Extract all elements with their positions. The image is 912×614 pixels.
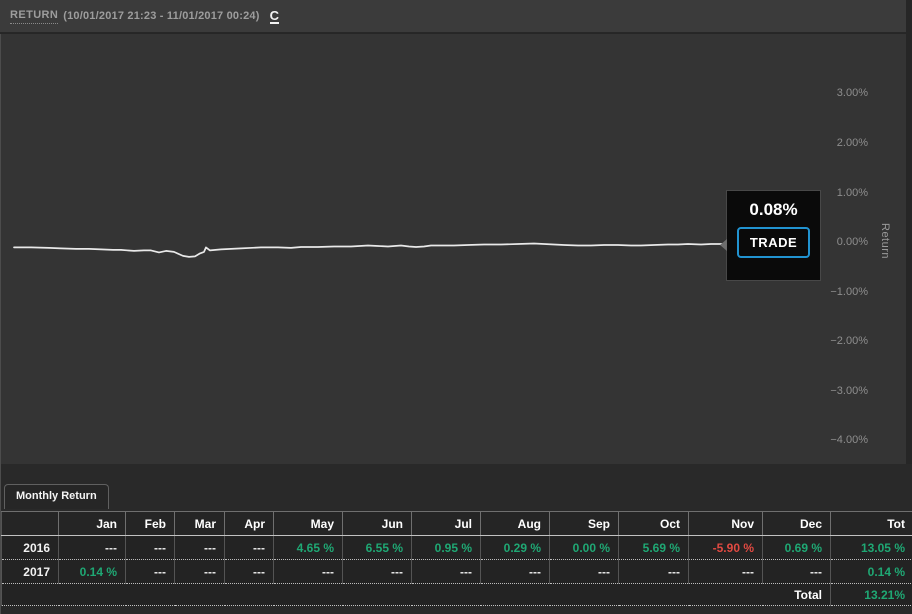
y-axis-tick: −3.00% bbox=[830, 384, 868, 397]
column-header: Dec bbox=[762, 511, 831, 536]
y-axis-tick: −1.00% bbox=[830, 285, 868, 298]
table-row: 2017 0.14 % --- --- --- --- --- --- --- --- --- ---… bbox=[1, 559, 912, 584]
return-cell: 6.55 % bbox=[342, 535, 412, 560]
return-cell: --- bbox=[273, 559, 343, 584]
return-cell: --- bbox=[411, 559, 481, 584]
return-cell: --- bbox=[342, 559, 412, 584]
y-axis-title: Return bbox=[879, 223, 891, 260]
return-cell: 0.69 % bbox=[762, 535, 831, 560]
y-axis-tick: 1.00% bbox=[836, 186, 868, 199]
tooltip-arrow-icon bbox=[720, 239, 727, 251]
return-line-chart bbox=[13, 242, 724, 258]
titlebar: RETURN (10/01/2017 21:23 - 11/01/2017 00… bbox=[0, 0, 906, 33]
return-cell: --- bbox=[762, 559, 831, 584]
column-header: Jun bbox=[342, 511, 412, 536]
return-cell: 0.29 % bbox=[480, 535, 550, 560]
total-label: Total bbox=[1, 583, 831, 606]
row-year: 2017 bbox=[1, 559, 59, 584]
return-cell: --- bbox=[125, 535, 175, 560]
column-header: Nov bbox=[688, 511, 763, 536]
return-cell: 4.65 % bbox=[273, 535, 343, 560]
column-header: Apr bbox=[224, 511, 274, 536]
refresh-icon[interactable]: C bbox=[269, 7, 280, 24]
column-header: Aug bbox=[480, 511, 550, 536]
return-cell: --- bbox=[174, 559, 225, 584]
column-header: May bbox=[273, 511, 343, 536]
return-cell: --- bbox=[688, 559, 763, 584]
y-axis-tick: 2.00% bbox=[836, 136, 868, 149]
return-cell: 0.14 % bbox=[830, 559, 912, 584]
y-axis-tick: 3.00% bbox=[836, 87, 868, 100]
return-cell: 13.05 % bbox=[830, 535, 912, 560]
column-header: Feb bbox=[125, 511, 175, 536]
return-cell: --- bbox=[174, 535, 225, 560]
y-axis-tick: −4.00% bbox=[830, 434, 868, 447]
trade-tooltip: 0.08% TRADE bbox=[720, 190, 821, 281]
return-cell: -5.90 % bbox=[688, 535, 763, 560]
y-axis-tick: 0.00% bbox=[836, 236, 868, 249]
return-cell: --- bbox=[224, 559, 274, 584]
return-cell: 5.69 % bbox=[618, 535, 689, 560]
return-cell: --- bbox=[549, 559, 619, 584]
tab-monthly-return[interactable]: Monthly Return bbox=[4, 484, 109, 509]
return-line bbox=[13, 242, 724, 258]
date-range: (10/01/2017 21:23 - 11/01/2017 00:24) bbox=[63, 10, 260, 22]
return-cell: --- bbox=[618, 559, 689, 584]
bottom-panel: Monthly Return Jan Feb Mar Apr May Jun Jul Aug S… bbox=[0, 464, 912, 614]
table-body: 2016 --- --- --- --- 4.65 % 6.55 % 0.95 % 0.29 %… bbox=[1, 535, 912, 584]
column-header: Jul bbox=[411, 511, 481, 536]
row-year: 2016 bbox=[1, 535, 59, 560]
table-header-row: Jan Feb Mar Apr May Jun Jul Aug Sep Oct Nov Dec Tot bbox=[1, 511, 912, 536]
return-cell: --- bbox=[125, 559, 175, 584]
column-header: Mar bbox=[174, 511, 225, 536]
panel-title: RETURN bbox=[10, 9, 59, 24]
return-cell: --- bbox=[480, 559, 550, 584]
trade-button[interactable]: TRADE bbox=[737, 227, 810, 258]
table-row: 2016 --- --- --- --- 4.65 % 6.55 % 0.95 % 0.29 %… bbox=[1, 535, 912, 560]
return-cell: 0.95 % bbox=[411, 535, 481, 560]
tooltip-return-value: 0.08% bbox=[749, 200, 798, 219]
column-header: Tot bbox=[830, 511, 912, 536]
column-header bbox=[1, 511, 59, 536]
return-cell: --- bbox=[58, 535, 126, 560]
monthly-return-table: Jan Feb Mar Apr May Jun Jul Aug Sep Oct Nov Dec Tot … bbox=[1, 511, 912, 606]
column-header: Sep bbox=[549, 511, 619, 536]
total-value: 13.21% bbox=[830, 583, 912, 606]
column-header: Oct bbox=[618, 511, 689, 536]
column-header: Jan bbox=[58, 511, 126, 536]
table-footer-row: Total 13.21% bbox=[1, 583, 912, 606]
return-cell: 0.00 % bbox=[549, 535, 619, 560]
y-axis-tick: −2.00% bbox=[830, 335, 868, 348]
return-cell: --- bbox=[224, 535, 274, 560]
return-cell: 0.14 % bbox=[58, 559, 126, 584]
